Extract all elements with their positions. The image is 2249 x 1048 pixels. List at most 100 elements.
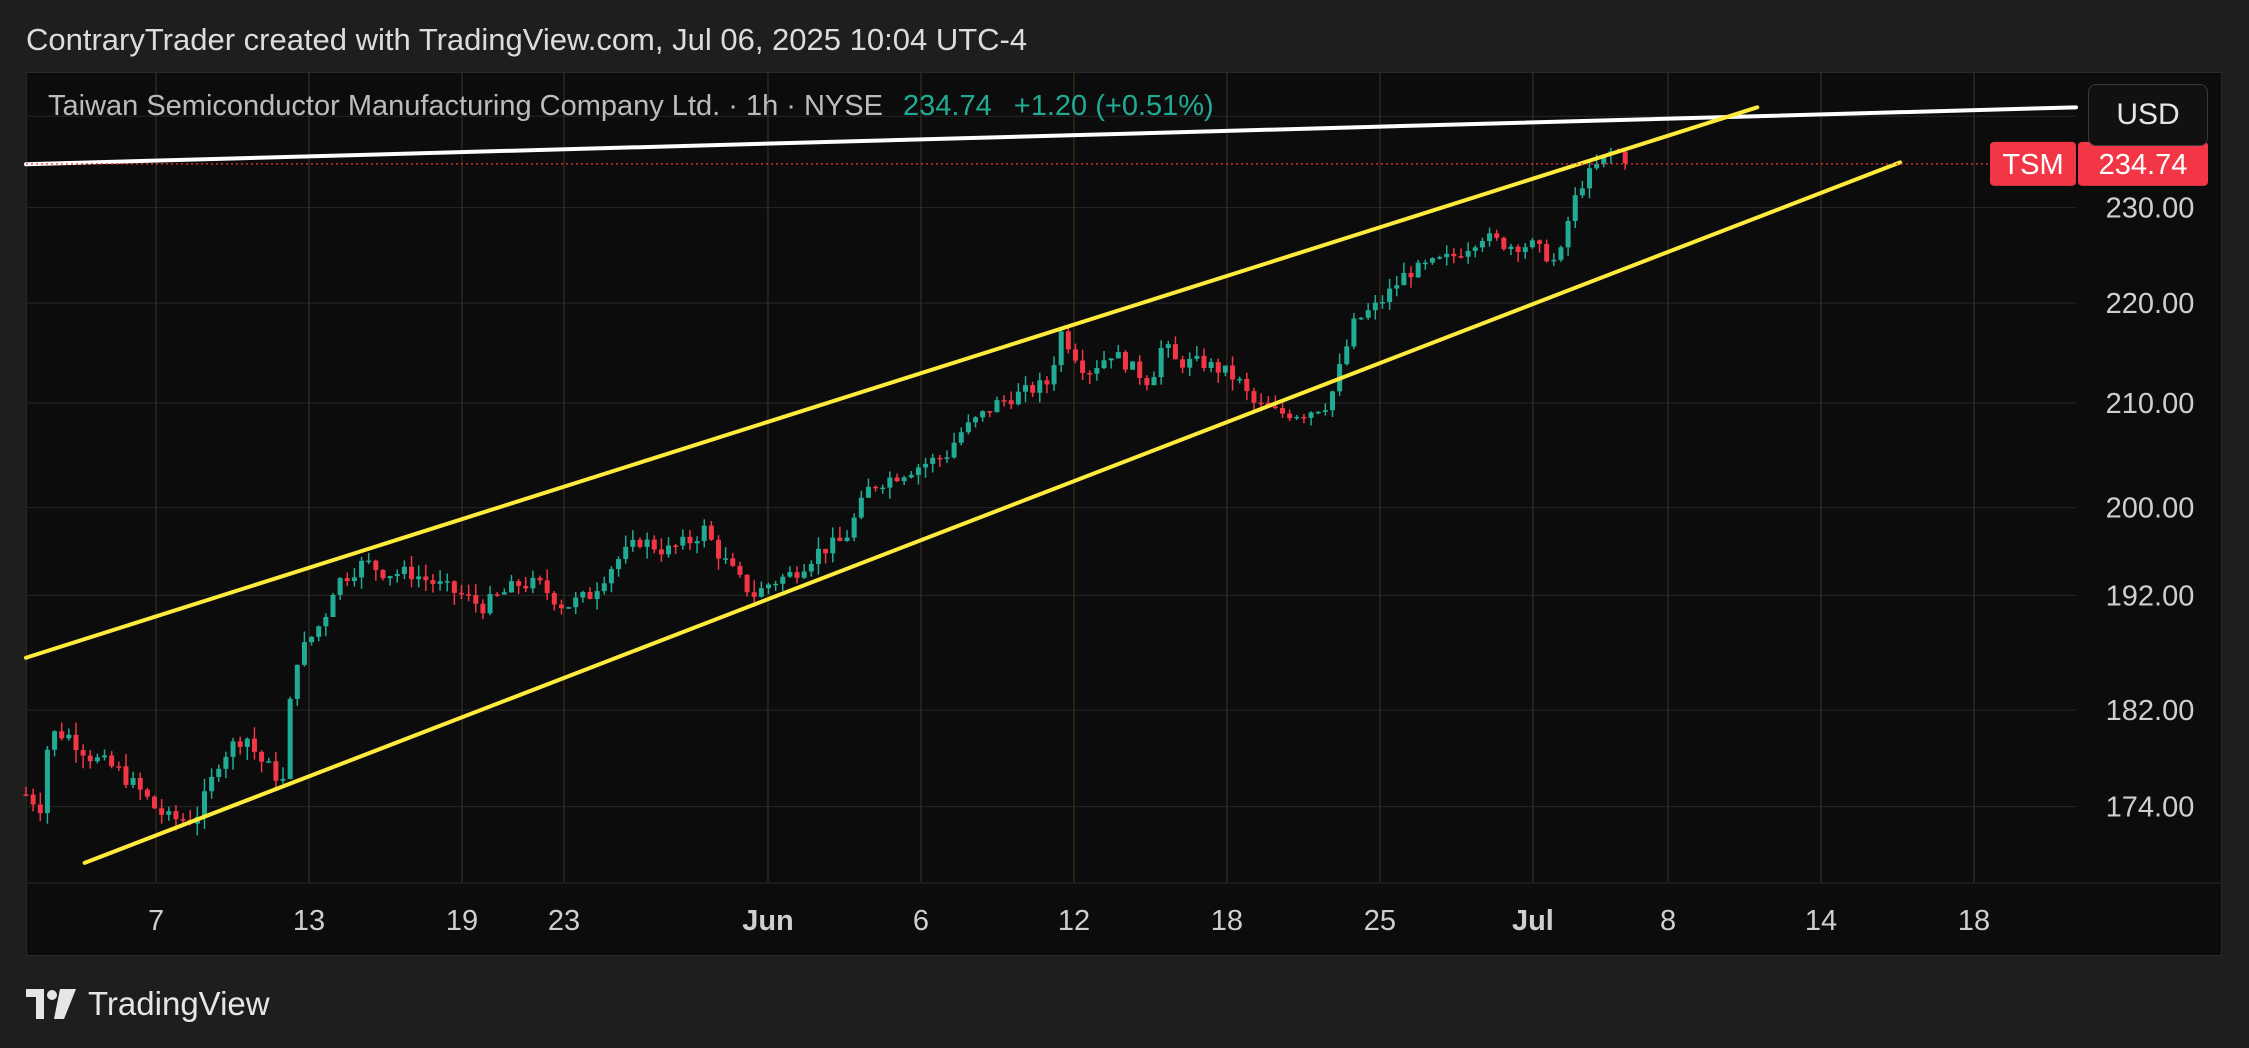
candle-body: [537, 577, 543, 581]
candle: [1558, 245, 1564, 262]
y-tick-label: 220.00: [2106, 288, 2195, 320]
candle-body: [830, 537, 836, 554]
candle: [209, 768, 215, 799]
chart-panel[interactable]: [26, 72, 2222, 956]
candle: [44, 745, 50, 824]
price-tag-value-bg: [2078, 141, 2208, 186]
candle: [480, 599, 486, 620]
candle-body: [444, 581, 450, 583]
candle: [1251, 387, 1257, 412]
tradingview-logo[interactable]: TradingView: [26, 982, 270, 1026]
candle: [758, 581, 764, 598]
candle-body: [216, 768, 222, 777]
candle: [1065, 326, 1071, 354]
candle: [694, 536, 700, 554]
candle-body: [958, 432, 964, 443]
candle: [1494, 229, 1500, 241]
candle-body: [287, 698, 293, 779]
candle-body: [1587, 168, 1593, 189]
candle: [587, 587, 593, 600]
candle: [1387, 278, 1393, 310]
currency-button[interactable]: USD: [2088, 84, 2208, 146]
candle: [294, 664, 300, 706]
candle-body: [152, 796, 158, 809]
price-tag[interactable]: TSM 234.74: [1990, 141, 2208, 186]
candle-body: [251, 738, 257, 752]
candle-body: [1622, 151, 1628, 164]
candle-body: [1137, 361, 1143, 378]
candle: [102, 749, 108, 761]
candle: [737, 561, 743, 578]
candle-body: [359, 560, 365, 578]
candle-body: [73, 734, 79, 751]
channel-lower-line: [82, 160, 1903, 865]
candle-body: [473, 595, 479, 604]
candle-body: [1437, 257, 1443, 259]
y-tick-label: 192.00: [2106, 580, 2195, 612]
candle: [708, 521, 714, 541]
candle: [430, 574, 436, 593]
candle: [380, 569, 386, 581]
candle: [844, 530, 850, 542]
candle: [1244, 372, 1250, 401]
candle: [1572, 187, 1578, 229]
candle: [1037, 372, 1043, 403]
candle-body: [1444, 253, 1450, 258]
candle: [1437, 255, 1443, 260]
candle: [680, 529, 686, 550]
candle: [1151, 371, 1157, 386]
candle: [337, 577, 343, 600]
candle: [80, 744, 86, 769]
candle: [616, 556, 622, 577]
candle: [1415, 259, 1421, 278]
candle: [965, 414, 971, 435]
candle: [330, 592, 336, 617]
candle: [1301, 413, 1307, 424]
candle-body: [1172, 344, 1178, 360]
candle-body: [1037, 380, 1043, 393]
candle: [1479, 237, 1485, 252]
candle: [773, 580, 779, 591]
candle: [937, 454, 943, 467]
candle-body: [630, 539, 636, 547]
candle-body: [237, 741, 243, 747]
candle-body: [1272, 406, 1278, 409]
chart-caption: ContraryTrader created with TradingView.…: [26, 22, 1028, 57]
candle: [1137, 355, 1143, 385]
candle: [1501, 236, 1507, 251]
candle: [1322, 403, 1328, 416]
candle-body: [387, 576, 393, 579]
candle-body: [66, 734, 72, 739]
candle-body: [1108, 358, 1114, 361]
candle-body: [1094, 368, 1100, 374]
candle-body: [209, 776, 215, 792]
candle: [794, 566, 800, 584]
price-tag-value: 234.74: [2099, 149, 2188, 181]
candle-body: [1558, 247, 1564, 260]
candle: [1544, 239, 1550, 263]
candle: [623, 535, 629, 564]
candle: [851, 513, 857, 542]
candle-body: [1165, 344, 1171, 348]
candle: [787, 566, 793, 578]
candle: [1365, 303, 1371, 320]
candle-body: [1387, 288, 1393, 303]
candle-body: [666, 545, 672, 555]
candle: [1165, 340, 1171, 358]
candle: [1080, 349, 1086, 380]
candle: [1001, 395, 1007, 407]
candle-body: [366, 560, 372, 563]
candle: [1337, 353, 1343, 396]
candle: [523, 576, 529, 593]
candle-body: [23, 794, 29, 796]
candle-body: [837, 537, 843, 542]
grid-lines: [26, 72, 2076, 882]
candle: [873, 485, 879, 492]
candle: [473, 584, 479, 613]
candle-body: [616, 559, 622, 570]
candle-body: [1051, 365, 1057, 385]
candle-body: [965, 422, 971, 433]
candle-body: [52, 731, 58, 750]
candle-body: [908, 474, 914, 478]
